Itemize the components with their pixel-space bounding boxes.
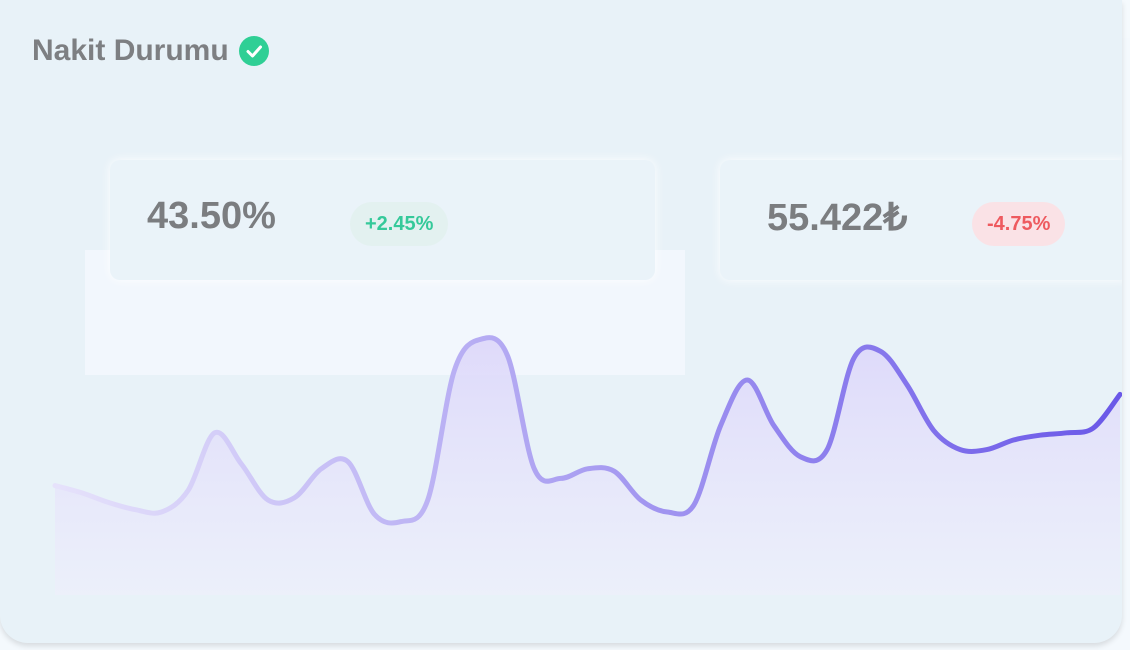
change-badge: +2.45% [350, 202, 449, 246]
sparkline-area [55, 337, 1120, 595]
card-title: Nakit Durumu [32, 34, 269, 68]
title-text: Nakit Durumu [32, 34, 229, 67]
verified-icon [238, 36, 269, 66]
change-badge: -4.75% [972, 202, 1066, 246]
stat-value: 43.50% [147, 195, 276, 237]
sparkline-line [52, 335, 1122, 526]
stat-value: 55.422₺ [767, 197, 908, 239]
